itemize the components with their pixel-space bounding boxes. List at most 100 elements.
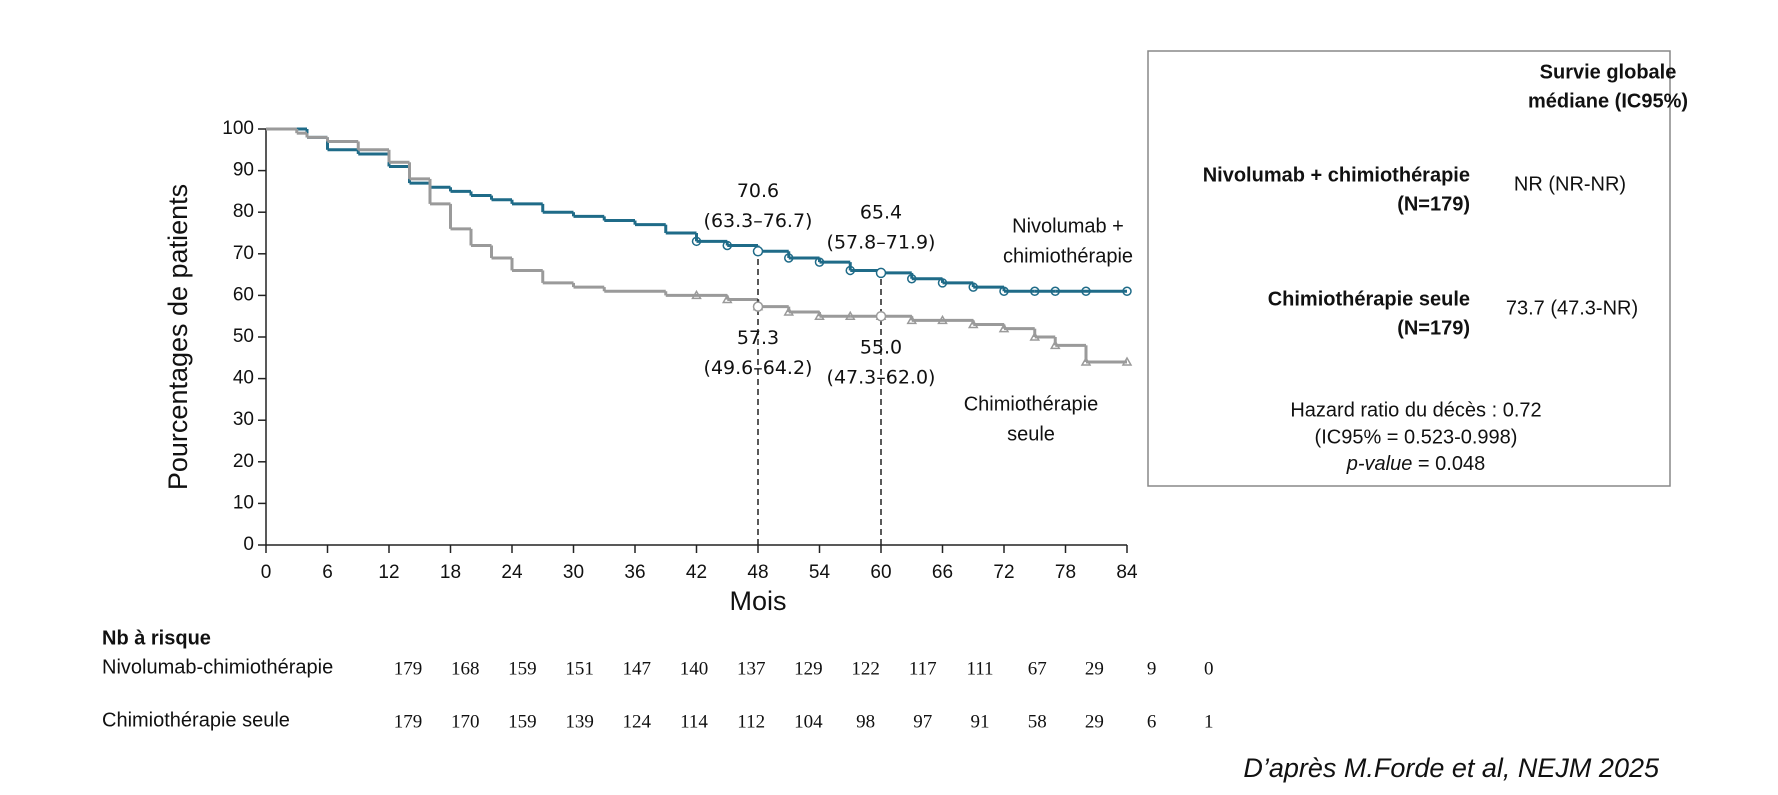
censor-marker [814, 257, 825, 267]
risk-value: 114 [680, 711, 708, 732]
y-tick-label: 70 [233, 243, 254, 264]
censor-marker [999, 286, 1009, 296]
censor-marker [1030, 286, 1040, 296]
risk-value: 137 [737, 658, 766, 679]
censor-marker [783, 306, 795, 316]
info-row-value: NR (NR-NR) [1514, 173, 1626, 195]
annotation-value: 55.0 [860, 337, 902, 359]
risk-value: 147 [623, 658, 652, 679]
risk-value: 97 [913, 711, 932, 732]
x-tick-label: 18 [440, 562, 461, 583]
risk-value: 159 [508, 711, 537, 732]
x-tick-label: 72 [993, 562, 1014, 583]
risk-value: 179 [394, 658, 423, 679]
y-tick-label: 20 [233, 451, 254, 472]
info-header: médiane (IC95%) [1528, 90, 1688, 112]
x-tick-label: 12 [378, 562, 399, 583]
x-tick-label: 66 [932, 562, 953, 583]
risk-value: 6 [1147, 711, 1157, 732]
risk-value: 139 [565, 711, 594, 732]
risk-value: 104 [794, 711, 823, 732]
censor-marker [1122, 286, 1132, 296]
censor-marker [937, 278, 948, 288]
y-tick-label: 100 [222, 118, 254, 139]
y-tick-label: 90 [233, 160, 254, 181]
censor-marker [1081, 286, 1091, 296]
risk-value: 29 [1085, 711, 1104, 732]
y-tick-label: 50 [233, 326, 254, 347]
y-tick-label: 10 [233, 492, 254, 513]
x-tick-label: 36 [624, 562, 645, 583]
series-label: seule [1007, 423, 1055, 445]
info-box [1147, 50, 1671, 487]
x-axis-label: Mois [729, 586, 786, 616]
annotation-value: 57.3 [737, 327, 779, 349]
censor-marker [968, 282, 978, 292]
series-label: Chimiothérapie [964, 393, 1099, 415]
censor-marker [998, 323, 1010, 333]
series-label: chimiothérapie [1003, 245, 1133, 267]
y-axis-label: Pourcentages de patients [163, 184, 193, 490]
annotation-ci: (49.6–64.2) [704, 357, 813, 379]
source: D’après M.Forde et al, NEJM 2025 [1243, 753, 1660, 783]
censor-marker [967, 319, 979, 329]
risk-value: 111 [966, 658, 993, 679]
pvalue-text: = 0.048 [1412, 453, 1485, 475]
annotation-ci: (47.3–62.0) [827, 367, 936, 389]
annotation-point [752, 246, 764, 257]
info-row-name: Chimiothérapie seule [1268, 288, 1470, 310]
censor-marker [691, 289, 702, 300]
censor-marker [845, 265, 855, 276]
risk-value: 1 [1204, 711, 1214, 732]
risk-value: 159 [508, 658, 537, 679]
info-row-name: (N=179) [1397, 193, 1470, 215]
risk-value: 124 [623, 711, 652, 732]
x-tick-label: 24 [501, 562, 523, 583]
censor-marker [784, 253, 794, 263]
info-row-name: Nivolumab + chimiothérapie [1203, 164, 1470, 186]
info-row-name: (N=179) [1397, 317, 1470, 339]
risk-value: 170 [451, 711, 480, 732]
risk-value: 58 [1028, 711, 1047, 732]
risk-label: Nivolumab-chimiothérapie [102, 656, 333, 678]
censor-marker [1080, 356, 1092, 366]
annotation-ci: (63.3–76.7) [704, 210, 813, 232]
series-label: Nivolumab + [1012, 215, 1124, 237]
info-header: Survie globale [1540, 61, 1677, 83]
censor-marker [1121, 356, 1133, 366]
risk-title: Nb à risque [102, 627, 211, 649]
y-tick-label: 60 [233, 284, 254, 305]
censor-marker [1029, 331, 1041, 341]
risk-label: Chimiothérapie seule [102, 709, 290, 731]
annotation-point [752, 301, 764, 312]
annotation-point [875, 310, 887, 322]
x-tick-label: 0 [261, 562, 272, 583]
risk-value: 140 [680, 658, 709, 679]
risk-value: 179 [394, 711, 423, 732]
info-footer: (IC95% = 0.523-0.998) [1315, 426, 1518, 448]
y-tick-label: 40 [233, 368, 254, 389]
censor-marker [691, 236, 702, 247]
x-tick-label: 60 [870, 562, 891, 583]
risk-value: 151 [565, 658, 594, 679]
censor-marker [937, 314, 948, 325]
censor-marker [814, 310, 825, 320]
risk-value: 117 [909, 658, 937, 679]
censor-marker [1050, 286, 1060, 296]
y-tick-label: 0 [243, 534, 254, 555]
x-tick-label: 6 [322, 562, 333, 583]
risk-value: 9 [1147, 658, 1157, 679]
risk-value: 168 [451, 658, 480, 679]
x-tick-label: 30 [563, 562, 584, 583]
annotation-value: 70.6 [737, 180, 779, 202]
annotation-ci: (57.8–71.9) [827, 231, 936, 253]
censor-marker [722, 240, 732, 251]
risk-value: 112 [737, 711, 765, 732]
risk-value: 29 [1085, 658, 1104, 679]
annotation-value: 65.4 [860, 201, 902, 223]
risk-value: 67 [1028, 658, 1047, 679]
info-row-value: 73.7 (47.3-NR) [1506, 297, 1638, 319]
y-tick-label: 80 [233, 201, 254, 222]
